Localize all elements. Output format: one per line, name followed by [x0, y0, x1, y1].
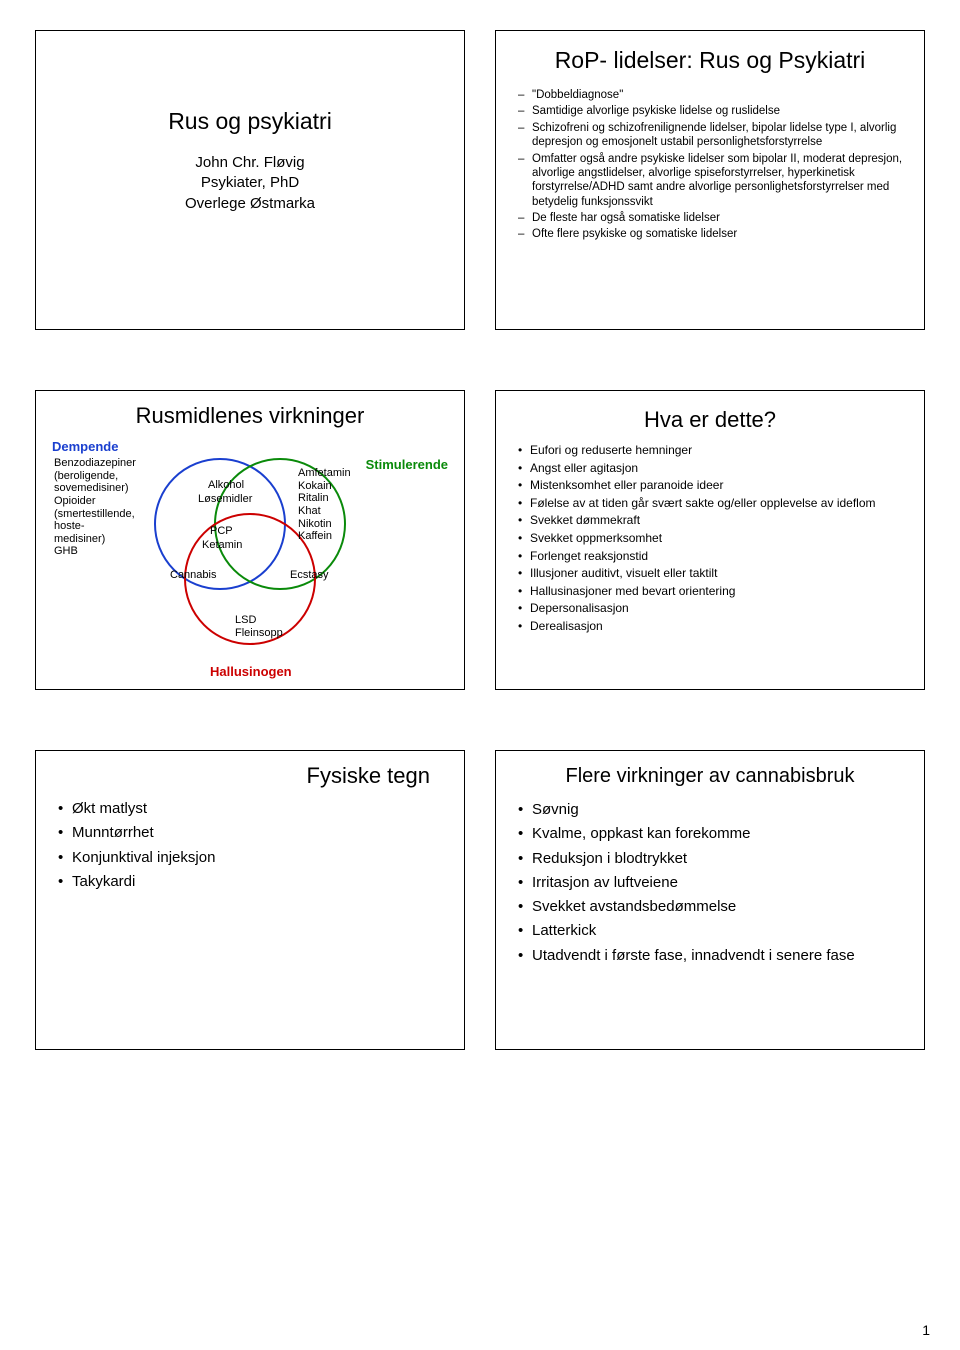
- rop-list: "Dobbeldiagnose" Samtidige alvorlige psy…: [510, 88, 910, 242]
- list-item: Schizofreni og schizofrenilignende lidel…: [532, 121, 910, 150]
- venn-cat-stimulerende: Stimulerende: [366, 457, 448, 472]
- list-item: Samtidige alvorlige psykiske lidelse og …: [532, 104, 910, 118]
- intro-author: John Chr. Fløvig: [195, 153, 304, 173]
- slide-rop: RoP- lidelser: Rus og Psykiatri "Dobbeld…: [495, 30, 925, 330]
- list-item: Utadvendt i første fase, innadvendt i se…: [532, 946, 910, 966]
- venn-label-pcp: PCP: [210, 525, 233, 538]
- list-item: Illusjoner auditivt, visuelt eller takti…: [530, 566, 910, 582]
- intro-heading: Rus og psykiatri: [168, 108, 332, 135]
- list-item: Omfatter også andre psykiske lidelser so…: [532, 152, 910, 210]
- slide-intro: Rus og psykiatri John Chr. Fløvig Psykia…: [35, 30, 465, 330]
- venn-label-right: Amfetamin Kokain Ritalin Khat Nikotin Ka…: [298, 467, 351, 543]
- slide-grid: Rus og psykiatri John Chr. Fløvig Psykia…: [35, 30, 925, 1050]
- list-item: Takykardi: [72, 872, 450, 892]
- list-item: Svekket avstandsbedømmelse: [532, 897, 910, 917]
- slide-hva: Hva er dette? Eufori og reduserte hemnin…: [495, 390, 925, 690]
- venn-label-lsd: LSD Fleinsopp: [235, 614, 283, 639]
- list-item: Derealisasjon: [530, 619, 910, 635]
- page-number: 1: [922, 1322, 930, 1338]
- flere-list: Søvnig Kvalme, oppkast kan forekomme Red…: [510, 800, 910, 966]
- list-item: Økt matlyst: [72, 799, 450, 819]
- list-item: "Dobbeldiagnose": [532, 88, 910, 102]
- list-item: Følelse av at tiden går svært sakte og/e…: [530, 496, 910, 512]
- venn-label-cannabis: Cannabis: [170, 569, 216, 582]
- venn-label-left: Benzodiazepiner (beroligende, sovemedisi…: [54, 457, 136, 558]
- list-item: Hallusinasjoner med bevart orientering: [530, 584, 910, 600]
- list-item: Reduksjon i blodtrykket: [532, 849, 910, 869]
- list-item: De fleste har også somatiske lidelser: [532, 211, 910, 225]
- rop-title: RoP- lidelser: Rus og Psykiatri: [510, 47, 910, 74]
- hva-list: Eufori og reduserte hemninger Angst elle…: [510, 443, 910, 635]
- list-item: Angst eller agitasjon: [530, 461, 910, 477]
- slide-venn: Rusmidlenes virkninger Dempende Stimuler…: [35, 390, 465, 690]
- venn-label-ecstasy: Ecstasy: [290, 569, 329, 582]
- list-item: Eufori og reduserte hemninger: [530, 443, 910, 459]
- list-item: Irritasjon av luftveiene: [532, 873, 910, 893]
- hva-title: Hva er dette?: [510, 407, 910, 433]
- slide-fysiske: Fysiske tegn Økt matlyst Munntørrhet Kon…: [35, 750, 465, 1050]
- venn-cat-hallusinogen: Hallusinogen: [210, 664, 292, 679]
- list-item: Depersonalisasjon: [530, 601, 910, 617]
- list-item: Munntørrhet: [72, 823, 450, 843]
- list-item: Ofte flere psykiske og somatiske lidelse…: [532, 227, 910, 241]
- intro-role2: Overlege Østmarka: [185, 194, 315, 214]
- list-item: Kvalme, oppkast kan forekomme: [532, 824, 910, 844]
- list-item: Latterkick: [532, 921, 910, 941]
- list-item: Konjunktival injeksjon: [72, 848, 450, 868]
- list-item: Svekket oppmerksomhet: [530, 531, 910, 547]
- fysiske-title: Fysiske tegn: [50, 763, 430, 789]
- list-item: Mistenksomhet eller paranoide ideer: [530, 478, 910, 494]
- list-item: Forlenget reaksjonstid: [530, 549, 910, 565]
- fysiske-list: Økt matlyst Munntørrhet Konjunktival inj…: [50, 799, 450, 892]
- venn-title: Rusmidlenes virkninger: [50, 403, 450, 429]
- venn-label-losemidler: Løsemidler: [198, 493, 252, 506]
- list-item: Søvnig: [532, 800, 910, 820]
- slide-flere: Flere virkninger av cannabisbruk Søvnig …: [495, 750, 925, 1050]
- intro-role1: Psykiater, PhD: [201, 173, 299, 193]
- venn-diagram: Dempende Stimulerende Hallusinogen Benzo…: [50, 439, 450, 679]
- venn-label-ketamin: Ketamin: [202, 539, 242, 552]
- list-item: Svekket dømmekraft: [530, 513, 910, 529]
- venn-label-alkohol: Alkohol: [208, 479, 244, 492]
- flere-title: Flere virkninger av cannabisbruk: [510, 765, 910, 788]
- venn-cat-dempende: Dempende: [52, 439, 118, 454]
